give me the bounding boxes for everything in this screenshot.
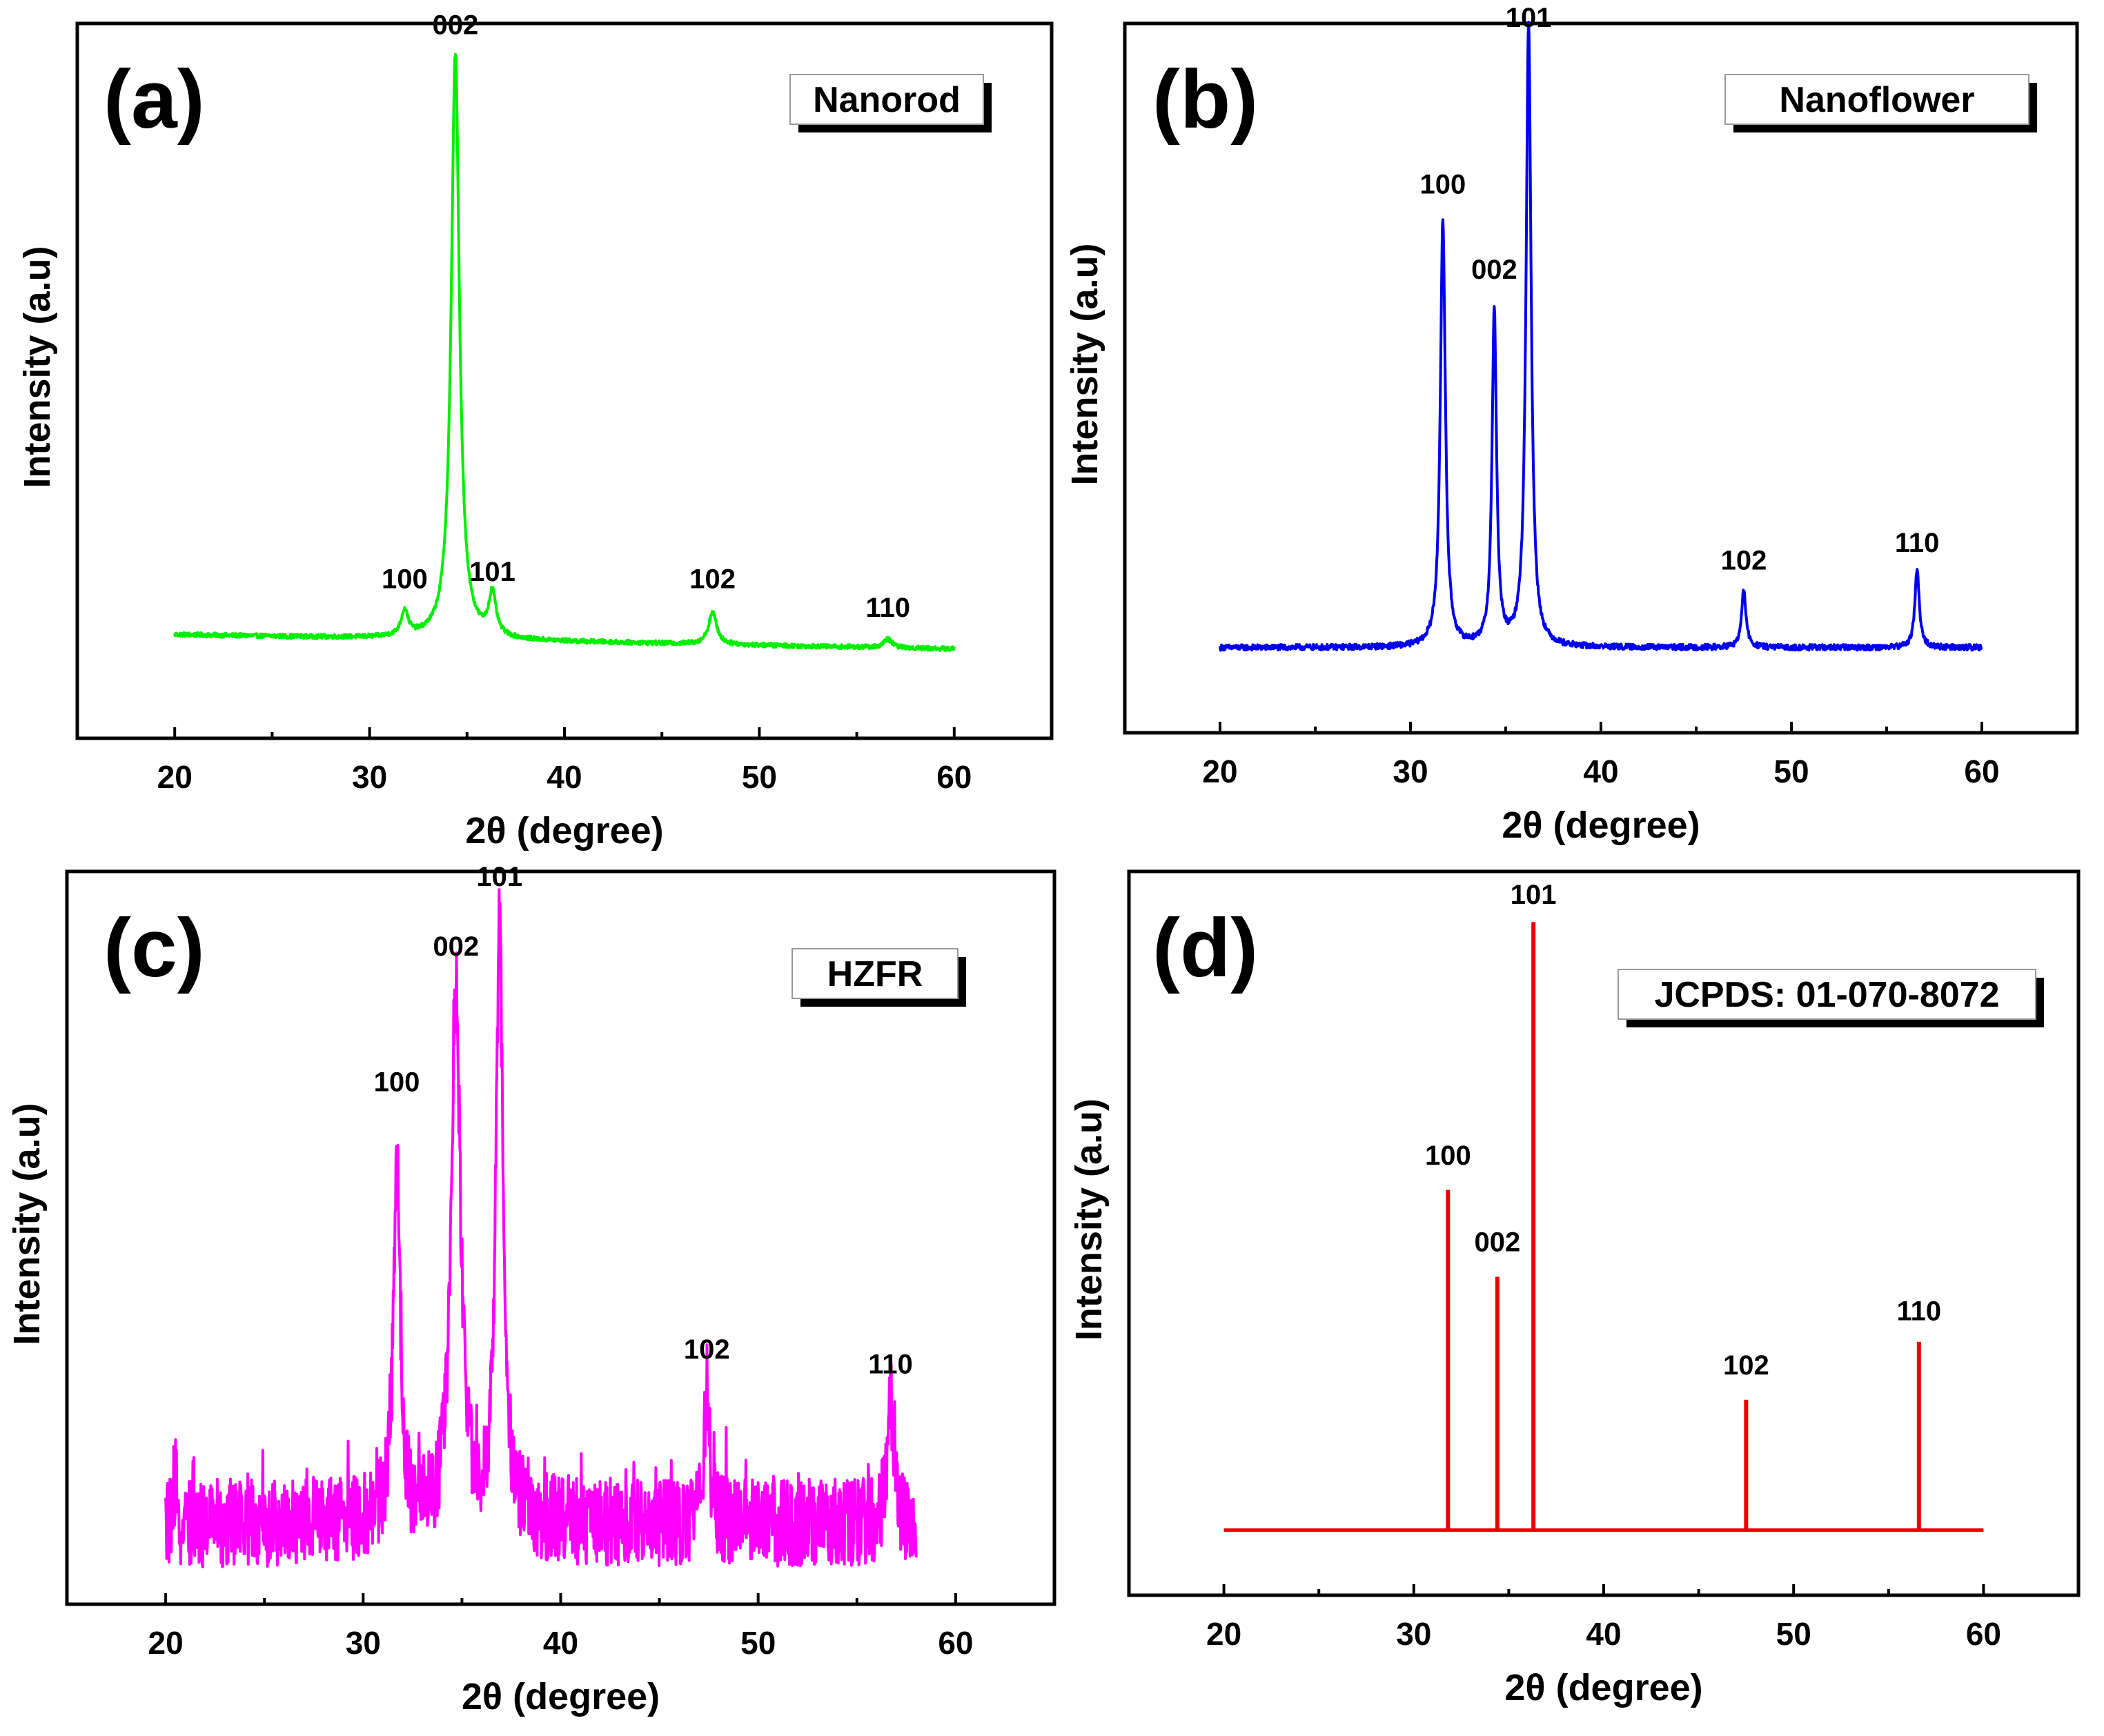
peak-label-102: 102 xyxy=(1721,546,1767,576)
x-tick-label: 50 xyxy=(1776,1616,1811,1652)
peak-label-100: 100 xyxy=(1425,1141,1471,1171)
legend-box xyxy=(1724,74,2029,125)
x-tick-label: 20 xyxy=(1202,753,1237,789)
x-tick-label: 20 xyxy=(1206,1616,1241,1652)
x-tick-label: 30 xyxy=(352,759,387,795)
panel-letter: (a) xyxy=(104,53,205,146)
y-axis-label: Intensity (a.u) xyxy=(1068,1098,1110,1341)
peak-label-101: 101 xyxy=(469,557,515,587)
x-tick-label: 40 xyxy=(1583,753,1618,789)
panel-d: 20 30 40 50 60 2θ (degree) Intensity (a.u) (d) J… xyxy=(1068,869,2081,1708)
legend: HZFR xyxy=(792,948,966,1007)
x-tick-label: 50 xyxy=(742,759,777,795)
peak-label-102: 102 xyxy=(684,1334,730,1365)
legend-text: Nanorod xyxy=(813,80,961,120)
peak-label-002: 002 xyxy=(1471,255,1517,285)
x-tick-label: 50 xyxy=(740,1625,776,1661)
y-axis-label: Intensity (a.u) xyxy=(17,246,58,488)
y-axis-label: Intensity (a.u) xyxy=(1064,243,1105,485)
legend-text: HZFR xyxy=(827,954,923,994)
legend: Nanoflower xyxy=(1724,74,2037,132)
x-axis-label: 2θ (degree) xyxy=(462,1676,660,1717)
panel-letter: (d) xyxy=(1152,902,1258,994)
legend-box xyxy=(1618,969,2036,1020)
x-axis-label: 2θ (degree) xyxy=(1502,805,1700,846)
x-tick-label: 20 xyxy=(157,759,193,795)
x-tick-label: 60 xyxy=(1964,753,1999,789)
panel-b: 20 30 40 50 60 2θ (degree) Intensity (a.u) (b) N… xyxy=(1064,3,2079,846)
peak-label-002: 002 xyxy=(433,931,479,962)
x-axis-label: 2θ (degree) xyxy=(1504,1667,1702,1708)
panel-letter: (b) xyxy=(1152,53,1258,146)
peak-label-002: 002 xyxy=(432,10,478,41)
legend: Nanorod xyxy=(789,74,992,132)
peak-label-110: 110 xyxy=(868,1349,913,1379)
peak-label-002: 002 xyxy=(1475,1227,1521,1258)
x-tick-label: 40 xyxy=(543,1625,578,1661)
peak-label-100: 100 xyxy=(382,564,428,594)
legend-box xyxy=(792,948,958,999)
legend-text: Nanoflower xyxy=(1779,80,1974,120)
x-tick-label: 60 xyxy=(936,759,972,795)
legend: JCPDS: 01-070-8072 xyxy=(1618,969,2044,1027)
legend-text: JCPDS: 01-070-8072 xyxy=(1654,975,1999,1015)
peak-label-102: 102 xyxy=(689,564,736,594)
panel-c: 20 30 40 50 60 2θ (degree) Intensity (a.u) (c) H… xyxy=(6,862,1056,1717)
peak-label-110: 110 xyxy=(1895,528,1940,558)
x-tick-label: 30 xyxy=(346,1625,381,1661)
legend-box xyxy=(789,74,984,125)
panel-letter: (c) xyxy=(104,902,205,994)
x-tick-label: 40 xyxy=(1586,1616,1621,1652)
x-tick-label: 60 xyxy=(938,1625,973,1661)
peak-label-101: 101 xyxy=(476,862,522,892)
xrd-pattern-line xyxy=(164,888,918,1568)
peak-label-110: 110 xyxy=(1897,1296,1942,1326)
x-tick-label: 40 xyxy=(547,759,582,795)
peak-label-110: 110 xyxy=(866,593,911,623)
peak-label-101: 101 xyxy=(1506,3,1552,33)
y-axis-label: Intensity (a.u) xyxy=(6,1103,48,1345)
x-tick-label: 20 xyxy=(148,1625,184,1661)
x-axis-label: 2θ (degree) xyxy=(465,810,663,851)
peak-label-101: 101 xyxy=(1511,880,1557,910)
xrd-pattern-line xyxy=(173,52,956,653)
peak-label-100: 100 xyxy=(1420,170,1466,200)
x-tick-label: 30 xyxy=(1393,753,1428,789)
peak-label-100: 100 xyxy=(374,1067,420,1098)
xrd-pattern-line xyxy=(1219,21,1983,652)
peak-label-102: 102 xyxy=(1723,1350,1769,1381)
x-tick-label: 30 xyxy=(1396,1616,1431,1652)
x-tick-label: 50 xyxy=(1773,753,1809,789)
panel-a: 20 30 40 50 60 2θ (degree) Intensity (a.u) (a) N… xyxy=(17,10,1054,851)
x-tick-label: 60 xyxy=(1966,1616,2001,1652)
